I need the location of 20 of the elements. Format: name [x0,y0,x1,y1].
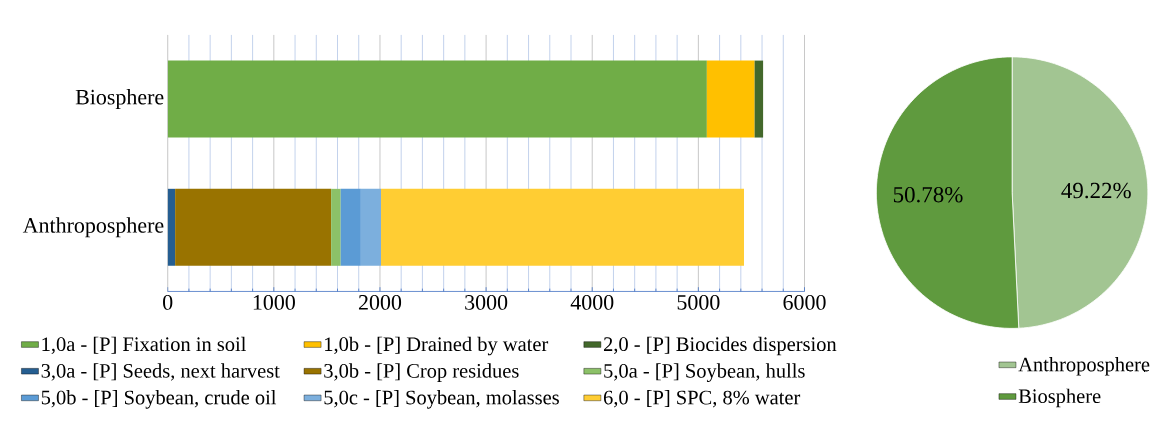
x-tick-label: 5000 [677,294,720,310]
legend-label: 1,0a - [P] Fixation in soil [42,336,246,354]
legend-label: 3,0a - [P] Seeds, next harvest [41,363,280,381]
legend-label: 5,0a - [P] Soybean, hulls [604,363,805,382]
legend-label: 5,0b - [P] Soybean, crude oil [41,389,277,409]
x-tick-label: 2000 [358,294,402,310]
x-tick-label: 4000 [570,294,614,310]
x-tick-label: 6000 [783,294,826,310]
legend-label: 3,0b - [P] Crop residues [324,363,519,382]
x-tick-label: 0 [163,294,173,310]
x-tick-label: 3000 [465,294,508,310]
legend-label: 5,0c - [P] Soybean, molasses [324,389,559,409]
legend-label: 1,0b - [P] Drained by water [325,336,549,356]
data-label: 50.78% [893,186,963,203]
data-label: 49.22% [1061,182,1131,199]
legend-label: 6,0 - [P] SPC, 8% water [603,389,801,408]
legend-label: Anthroposphere [1018,356,1150,376]
x-tick-label: 1000 [253,294,295,310]
legend-label: Biosphere [1018,388,1101,408]
legend-label: 2,0 - [P] Biocides dispersion [603,336,837,356]
